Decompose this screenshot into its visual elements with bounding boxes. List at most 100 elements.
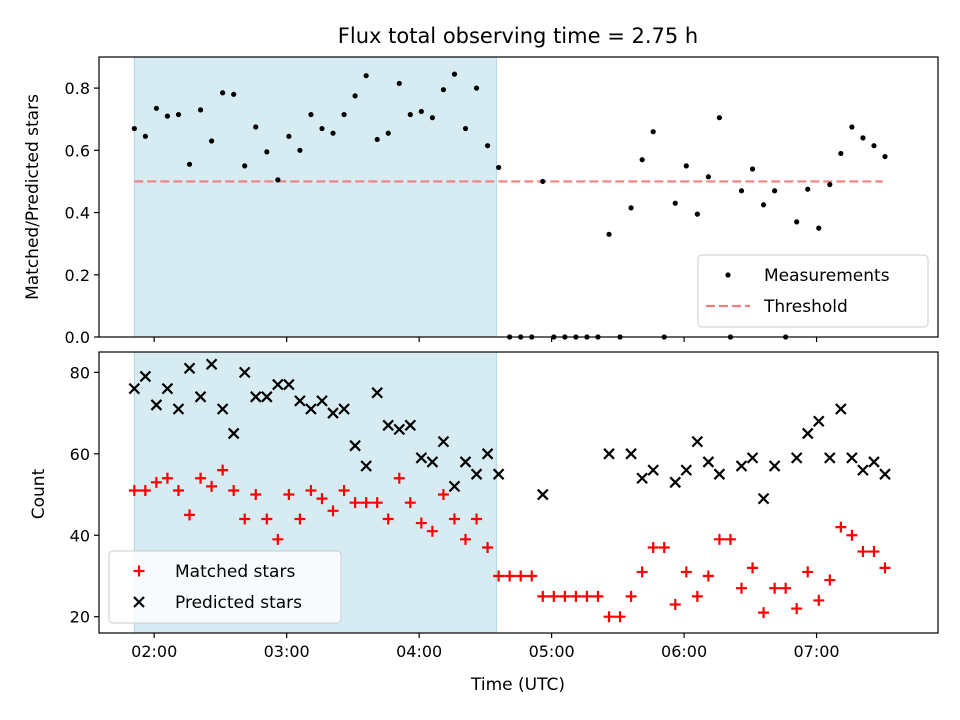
matched-star-point bbox=[526, 570, 538, 582]
matched-star-point bbox=[680, 566, 692, 578]
predicted-star-point bbox=[283, 378, 295, 391]
matched-star-point bbox=[184, 509, 196, 521]
x-tick-label: 04:00 bbox=[396, 642, 442, 661]
matched-star-point bbox=[713, 533, 725, 545]
matched-star-point bbox=[614, 611, 626, 623]
measurement-point bbox=[816, 225, 822, 231]
chart-title: Flux total observing time = 2.75 h bbox=[338, 24, 698, 48]
predicted-star-point bbox=[824, 452, 836, 464]
measurement-point bbox=[319, 125, 325, 132]
predicted-star-point bbox=[879, 468, 891, 480]
legend: Matched stars Predicted stars bbox=[108, 550, 342, 624]
matched-star-point bbox=[338, 484, 350, 496]
predicted-star-point bbox=[426, 456, 439, 468]
x-tick-label: 07:00 bbox=[794, 642, 840, 661]
measurement-point bbox=[209, 138, 215, 144]
measurement-point bbox=[672, 200, 678, 206]
legend: Measurements Threshold bbox=[697, 254, 929, 328]
matched-star-point bbox=[846, 529, 858, 541]
matched-star-point bbox=[327, 505, 339, 517]
predicted-star-point bbox=[812, 415, 825, 428]
y-tick-label: 0.0 bbox=[65, 328, 90, 347]
legend-label: Threshold bbox=[763, 297, 848, 317]
predicted-star-point bbox=[172, 403, 185, 415]
predicted-star-point bbox=[448, 480, 461, 493]
matched-star-point bbox=[404, 497, 416, 509]
measurement-point bbox=[363, 73, 369, 79]
matched-star-point bbox=[283, 489, 295, 501]
matched-star-point bbox=[493, 570, 505, 582]
matched-star-point bbox=[139, 484, 151, 496]
matched-star-point bbox=[769, 582, 781, 594]
predicted-star-point bbox=[404, 419, 417, 432]
y-tick-label: 0.4 bbox=[65, 204, 90, 223]
y-tick-label: 0.6 bbox=[65, 141, 90, 160]
predicted-star-point bbox=[713, 468, 726, 480]
measurement-point bbox=[827, 181, 833, 188]
matched-star-point bbox=[813, 594, 825, 606]
measurement-point bbox=[297, 147, 303, 153]
matched-star-point bbox=[272, 533, 284, 545]
matched-star-point bbox=[482, 541, 494, 553]
matched-star-point bbox=[603, 611, 615, 623]
matched-star-point bbox=[504, 570, 516, 582]
predicted-star-point bbox=[481, 448, 494, 460]
predicted-star-point bbox=[603, 448, 615, 460]
matched-star-point bbox=[360, 497, 372, 509]
matched-star-point bbox=[195, 472, 207, 484]
matched-star-point bbox=[471, 513, 483, 525]
measurement-point bbox=[738, 188, 745, 194]
measurement-point bbox=[231, 91, 237, 97]
legend-box bbox=[108, 550, 342, 624]
predicted-star-point bbox=[835, 403, 847, 415]
x-axis-label: Time (UTC) bbox=[470, 675, 565, 695]
measurement-point bbox=[473, 85, 480, 91]
measurement-point bbox=[683, 163, 689, 169]
predicted-star-point bbox=[327, 407, 339, 419]
matched-star-point bbox=[724, 533, 736, 545]
predicted-star-point bbox=[150, 399, 163, 411]
predicted-star-point bbox=[846, 452, 858, 464]
measurement-point bbox=[153, 105, 160, 111]
matched-star-point bbox=[217, 464, 229, 476]
matched-star-point bbox=[172, 484, 184, 496]
predicted-star-point bbox=[459, 456, 472, 468]
bottom-panel-counts: Count Time (UTC) 20 40 60 80 02:00 03:00 04:00… bbox=[29, 351, 939, 695]
measurement-point bbox=[540, 178, 546, 185]
matched-star-point bbox=[691, 590, 703, 602]
matched-star-point bbox=[415, 517, 427, 529]
measurement-point bbox=[716, 115, 723, 121]
measurement-point bbox=[197, 107, 204, 113]
series-matched-stars bbox=[128, 464, 891, 623]
top-y-axis-label: Matched/Predicted stars bbox=[23, 94, 43, 300]
matched-star-point bbox=[294, 513, 306, 525]
y-tick-label: 40 bbox=[70, 526, 90, 545]
matched-star-point bbox=[747, 562, 759, 574]
matched-star-point bbox=[647, 541, 659, 553]
predicted-star-point bbox=[746, 452, 759, 464]
predicted-star-point bbox=[492, 468, 505, 480]
matched-star-point bbox=[791, 603, 803, 615]
matched-star-point bbox=[128, 484, 140, 496]
measurement-point bbox=[871, 143, 877, 149]
legend-predicted-swatch bbox=[133, 596, 145, 608]
predicted-star-point bbox=[227, 427, 240, 440]
measurement-point bbox=[220, 90, 226, 96]
legend-box bbox=[697, 254, 929, 328]
measurement-point bbox=[628, 205, 634, 211]
legend-matched-swatch bbox=[133, 565, 145, 577]
matched-star-point bbox=[393, 472, 405, 484]
measurement-point bbox=[694, 211, 700, 217]
matched-star-point bbox=[548, 590, 560, 602]
x-tick-label: 02:00 bbox=[131, 642, 177, 661]
measurement-point bbox=[341, 111, 347, 118]
measurement-point bbox=[794, 219, 800, 225]
measurement-point bbox=[374, 136, 380, 143]
predicted-star-point bbox=[205, 358, 218, 370]
measurement-point bbox=[849, 124, 855, 130]
y-tick-label: 80 bbox=[70, 363, 90, 382]
measurement-point bbox=[186, 161, 193, 167]
measurement-point bbox=[264, 149, 270, 155]
matched-star-point bbox=[570, 590, 582, 602]
